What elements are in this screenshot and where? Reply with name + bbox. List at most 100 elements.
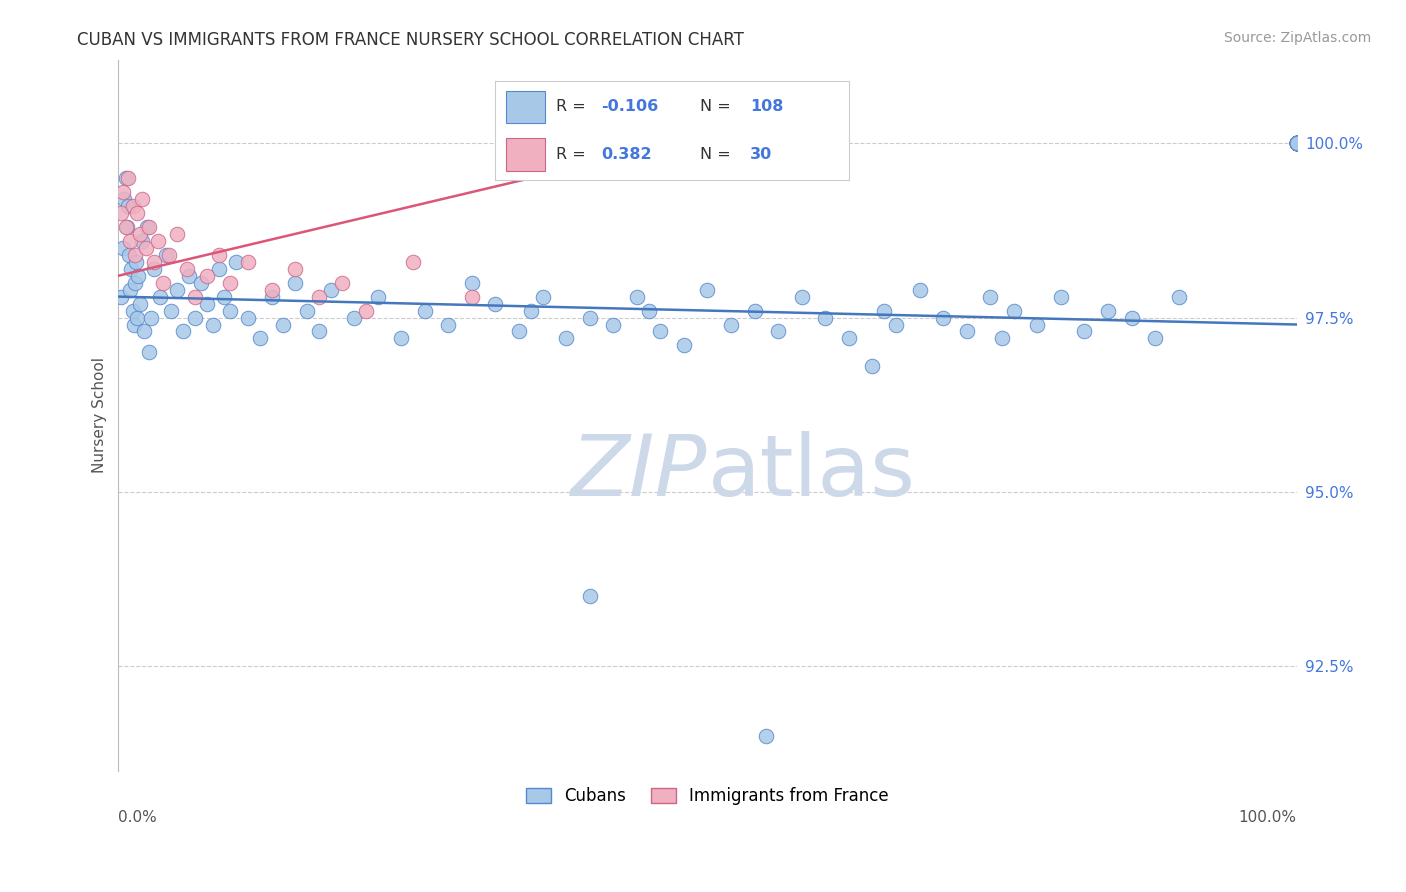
Point	[1285, 136, 1308, 151]
Point	[149, 290, 172, 304]
Point	[766, 325, 789, 339]
Point	[1285, 136, 1308, 151]
Text: ZIP: ZIP	[571, 431, 707, 514]
Point	[135, 241, 157, 255]
Point	[152, 276, 174, 290]
Point	[330, 276, 353, 290]
Point	[1121, 310, 1143, 325]
Point	[115, 219, 138, 234]
Legend: Cubans, Immigrants from France: Cubans, Immigrants from France	[519, 780, 896, 812]
Point	[1285, 136, 1308, 151]
Point	[122, 318, 145, 332]
Point	[308, 290, 330, 304]
Point	[413, 303, 436, 318]
Point	[284, 261, 307, 276]
Point	[120, 283, 142, 297]
Point	[236, 254, 259, 268]
Point	[508, 325, 530, 339]
Point	[389, 331, 412, 345]
Point	[131, 192, 153, 206]
Point	[1285, 136, 1308, 151]
Point	[236, 310, 259, 325]
Point	[1285, 136, 1308, 151]
Point	[127, 268, 149, 283]
Point	[118, 248, 141, 262]
Y-axis label: Nursery School: Nursery School	[93, 357, 107, 473]
Point	[112, 185, 135, 199]
Point	[121, 199, 143, 213]
Point	[531, 290, 554, 304]
Point	[138, 345, 160, 359]
Text: CUBAN VS IMMIGRANTS FROM FRANCE NURSERY SCHOOL CORRELATION CHART: CUBAN VS IMMIGRANTS FROM FRANCE NURSERY …	[77, 31, 744, 49]
Point	[1097, 303, 1119, 318]
Point	[112, 241, 135, 255]
Point	[1285, 136, 1308, 151]
Point	[602, 318, 624, 332]
Point	[124, 276, 146, 290]
Point	[1285, 136, 1308, 151]
Point	[219, 303, 242, 318]
Point	[402, 254, 425, 268]
Point	[142, 261, 165, 276]
Point	[319, 283, 342, 297]
Point	[127, 310, 149, 325]
Point	[160, 303, 183, 318]
Point	[1285, 136, 1308, 151]
Point	[1285, 136, 1308, 151]
Point	[190, 276, 212, 290]
Point	[284, 276, 307, 290]
Text: Source: ZipAtlas.com: Source: ZipAtlas.com	[1223, 31, 1371, 45]
Point	[141, 310, 163, 325]
Point	[249, 331, 271, 345]
Point	[127, 206, 149, 220]
Point	[520, 303, 543, 318]
Point	[135, 219, 157, 234]
Point	[979, 290, 1001, 304]
Point	[626, 290, 648, 304]
Point	[672, 338, 695, 352]
Point	[790, 290, 813, 304]
Point	[201, 318, 224, 332]
Point	[1002, 303, 1025, 318]
Point	[195, 296, 218, 310]
Point	[184, 290, 207, 304]
Point	[1285, 136, 1308, 151]
Point	[128, 227, 150, 241]
Point	[195, 268, 218, 283]
Point	[121, 303, 143, 318]
Point	[120, 261, 142, 276]
Point	[117, 171, 139, 186]
Point	[295, 303, 318, 318]
Point	[1285, 136, 1308, 151]
Point	[1144, 331, 1167, 345]
Point	[1285, 136, 1308, 151]
Point	[696, 283, 718, 297]
Point	[884, 318, 907, 332]
Point	[166, 227, 188, 241]
Point	[1285, 136, 1308, 151]
Point	[214, 290, 236, 304]
Point	[908, 283, 931, 297]
Point	[225, 254, 247, 268]
Point	[1285, 136, 1308, 151]
Point	[219, 276, 242, 290]
Point	[838, 331, 860, 345]
Point	[1073, 325, 1095, 339]
Point	[1285, 136, 1308, 151]
Point	[120, 234, 142, 248]
Point	[128, 296, 150, 310]
Point	[112, 192, 135, 206]
Text: 0.0%: 0.0%	[118, 810, 157, 825]
Point	[1285, 136, 1308, 151]
Point	[157, 248, 180, 262]
Point	[110, 290, 132, 304]
Point	[131, 234, 153, 248]
Point	[744, 303, 766, 318]
Point	[1285, 136, 1308, 151]
Point	[207, 248, 229, 262]
Point	[1167, 290, 1189, 304]
Point	[179, 268, 201, 283]
Point	[114, 171, 136, 186]
Point	[260, 290, 283, 304]
Point	[1050, 290, 1073, 304]
